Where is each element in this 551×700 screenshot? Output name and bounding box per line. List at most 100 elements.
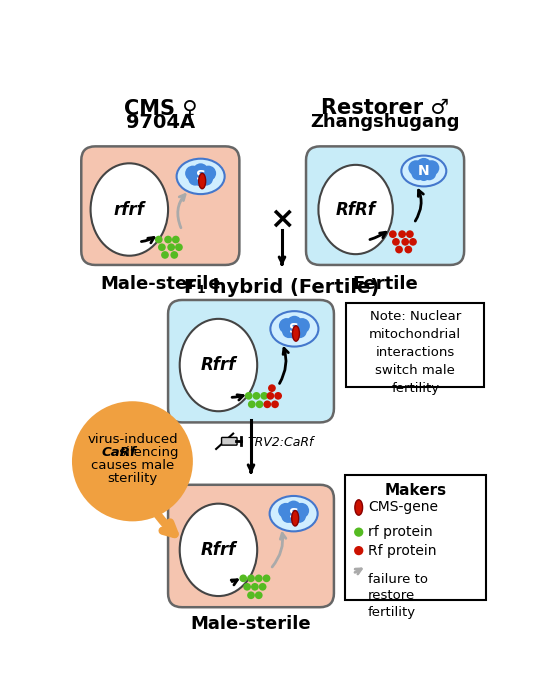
Circle shape [281,509,295,523]
Ellipse shape [90,163,168,256]
Circle shape [416,158,431,174]
Circle shape [406,230,414,238]
Circle shape [172,236,180,244]
Text: Zhangshugang: Zhangshugang [310,113,460,132]
Circle shape [418,169,430,181]
Text: Fertile: Fertile [352,275,418,293]
Text: Restorer ♂: Restorer ♂ [321,98,449,118]
Circle shape [392,238,400,246]
Circle shape [274,392,282,400]
Circle shape [195,174,207,186]
Circle shape [278,503,294,518]
Text: sterility: sterility [107,472,158,484]
Circle shape [294,503,309,518]
Ellipse shape [180,504,257,596]
Circle shape [294,318,310,333]
Circle shape [354,528,363,537]
Text: CaRf: CaRf [101,446,136,459]
Text: F₁ hybrid (Fertile): F₁ hybrid (Fertile) [185,278,380,297]
Circle shape [247,575,255,582]
Ellipse shape [180,319,257,412]
Circle shape [288,326,301,339]
Circle shape [251,583,259,591]
Ellipse shape [293,326,299,341]
Ellipse shape [177,159,225,194]
Text: Note: Nuclear
mitochondrial
interactions
switch male
fertility: Note: Nuclear mitochondrial interactions… [369,309,461,395]
Circle shape [199,172,213,186]
Text: N: N [418,164,430,178]
Ellipse shape [269,496,317,531]
Circle shape [292,509,306,523]
Circle shape [188,172,202,186]
Circle shape [247,592,255,599]
Text: Rf protein: Rf protein [368,544,436,558]
FancyBboxPatch shape [306,146,464,265]
Text: CMS-gene: CMS-gene [368,500,438,514]
Circle shape [245,392,252,400]
Circle shape [155,236,163,244]
Circle shape [287,316,302,331]
Text: Male-sterile: Male-sterile [100,275,220,293]
Text: S: S [289,322,299,336]
Circle shape [401,238,409,246]
Circle shape [185,166,201,181]
Ellipse shape [199,174,206,189]
Text: S: S [289,507,299,521]
Text: failure to
restore
fertility: failure to restore fertility [368,573,428,619]
Circle shape [282,324,296,338]
Circle shape [164,236,172,244]
Ellipse shape [401,155,446,186]
FancyBboxPatch shape [82,146,239,265]
Text: TRV2:CaRf: TRV2:CaRf [247,435,314,449]
Ellipse shape [291,510,299,526]
Circle shape [248,400,256,408]
Circle shape [193,163,208,179]
Circle shape [243,583,251,591]
Text: S: S [196,169,206,183]
Text: RfRf: RfRf [336,200,376,218]
Ellipse shape [318,164,393,254]
Circle shape [158,244,166,251]
Circle shape [252,392,260,400]
Circle shape [175,244,183,251]
Ellipse shape [271,311,318,346]
Circle shape [72,401,193,522]
Circle shape [263,400,271,408]
Text: ×: × [269,204,295,233]
Text: Makers: Makers [384,483,446,498]
Circle shape [267,392,274,400]
Text: virus-induced: virus-induced [87,433,178,446]
FancyBboxPatch shape [168,485,334,607]
FancyBboxPatch shape [345,475,486,600]
Circle shape [279,318,294,333]
Text: Rfrf: Rfrf [201,356,236,374]
FancyBboxPatch shape [168,300,334,422]
Circle shape [168,244,175,251]
Text: CMS ♀: CMS ♀ [123,98,197,118]
Circle shape [256,400,263,408]
Circle shape [408,160,424,176]
Circle shape [161,251,169,259]
Text: rf protein: rf protein [368,525,433,539]
Circle shape [255,575,263,582]
Circle shape [260,392,268,400]
Circle shape [395,246,403,253]
Circle shape [259,583,267,591]
Circle shape [424,160,439,176]
Circle shape [201,166,216,181]
Circle shape [286,500,301,516]
Text: Male-sterile: Male-sterile [191,615,311,634]
Circle shape [354,546,363,555]
Text: 9704A: 9704A [126,113,195,132]
Circle shape [170,251,178,259]
Circle shape [389,230,397,238]
Ellipse shape [355,500,363,515]
Circle shape [404,246,412,253]
Circle shape [268,384,276,392]
Circle shape [412,167,425,180]
Circle shape [422,167,436,180]
Circle shape [271,400,279,408]
Text: rfrf: rfrf [114,200,145,218]
Text: silencing: silencing [115,446,178,459]
Circle shape [263,575,271,582]
